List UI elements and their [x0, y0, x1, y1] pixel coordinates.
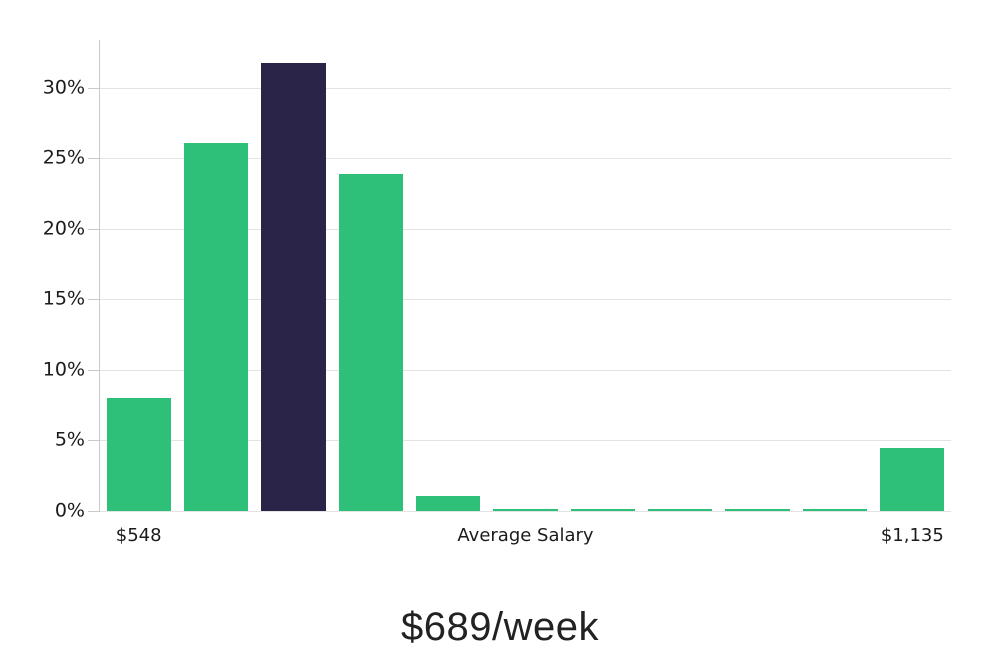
y-tick-mark: [88, 158, 100, 160]
gridline-10: [100, 369, 951, 371]
y-tick-mark: [88, 440, 100, 442]
y-axis-tick-label: 15%: [42, 287, 85, 310]
bar-9: [802, 508, 868, 511]
gridline-20: [100, 228, 951, 230]
bar-0: [106, 398, 171, 511]
y-tick-mark: [88, 87, 100, 89]
bar-4: [416, 495, 481, 511]
bar-6: [570, 508, 635, 511]
gridline-30: [100, 87, 951, 89]
bar-10: [880, 447, 945, 511]
gridline-15: [100, 299, 951, 301]
bar-5: [493, 508, 558, 511]
bar-highlighted: [261, 62, 326, 511]
y-tick-mark: [88, 228, 100, 230]
y-axis-tick-label: 25%: [42, 146, 85, 169]
y-tick-mark: [88, 299, 100, 301]
x-axis-label: $1,135: [880, 525, 944, 546]
y-axis-tick-label: 30%: [42, 76, 85, 99]
chart-title: $689/week: [401, 605, 599, 649]
gridline-0: [100, 511, 951, 512]
y-axis-tick-label: 5%: [54, 428, 85, 451]
gridline-25: [100, 158, 951, 160]
x-axis-label: $548: [115, 525, 162, 546]
y-axis-tick-label: 10%: [42, 358, 85, 381]
plot-area: 0% 5% 10% 15% 20% 25% 30% $548 Average Salary $1,…: [43, 40, 951, 546]
y-tick-mark: [88, 511, 100, 512]
y-axis-tick-label: 20%: [42, 217, 85, 240]
gridline-5: [100, 440, 951, 442]
bar-7: [648, 508, 713, 511]
x-axis-label: Average Salary: [457, 525, 594, 546]
y-tick-mark: [88, 369, 100, 371]
bar-3: [338, 173, 403, 511]
bar-8: [725, 508, 790, 511]
y-axis-tick-label: 0%: [54, 499, 85, 522]
bar-1: [183, 142, 249, 511]
